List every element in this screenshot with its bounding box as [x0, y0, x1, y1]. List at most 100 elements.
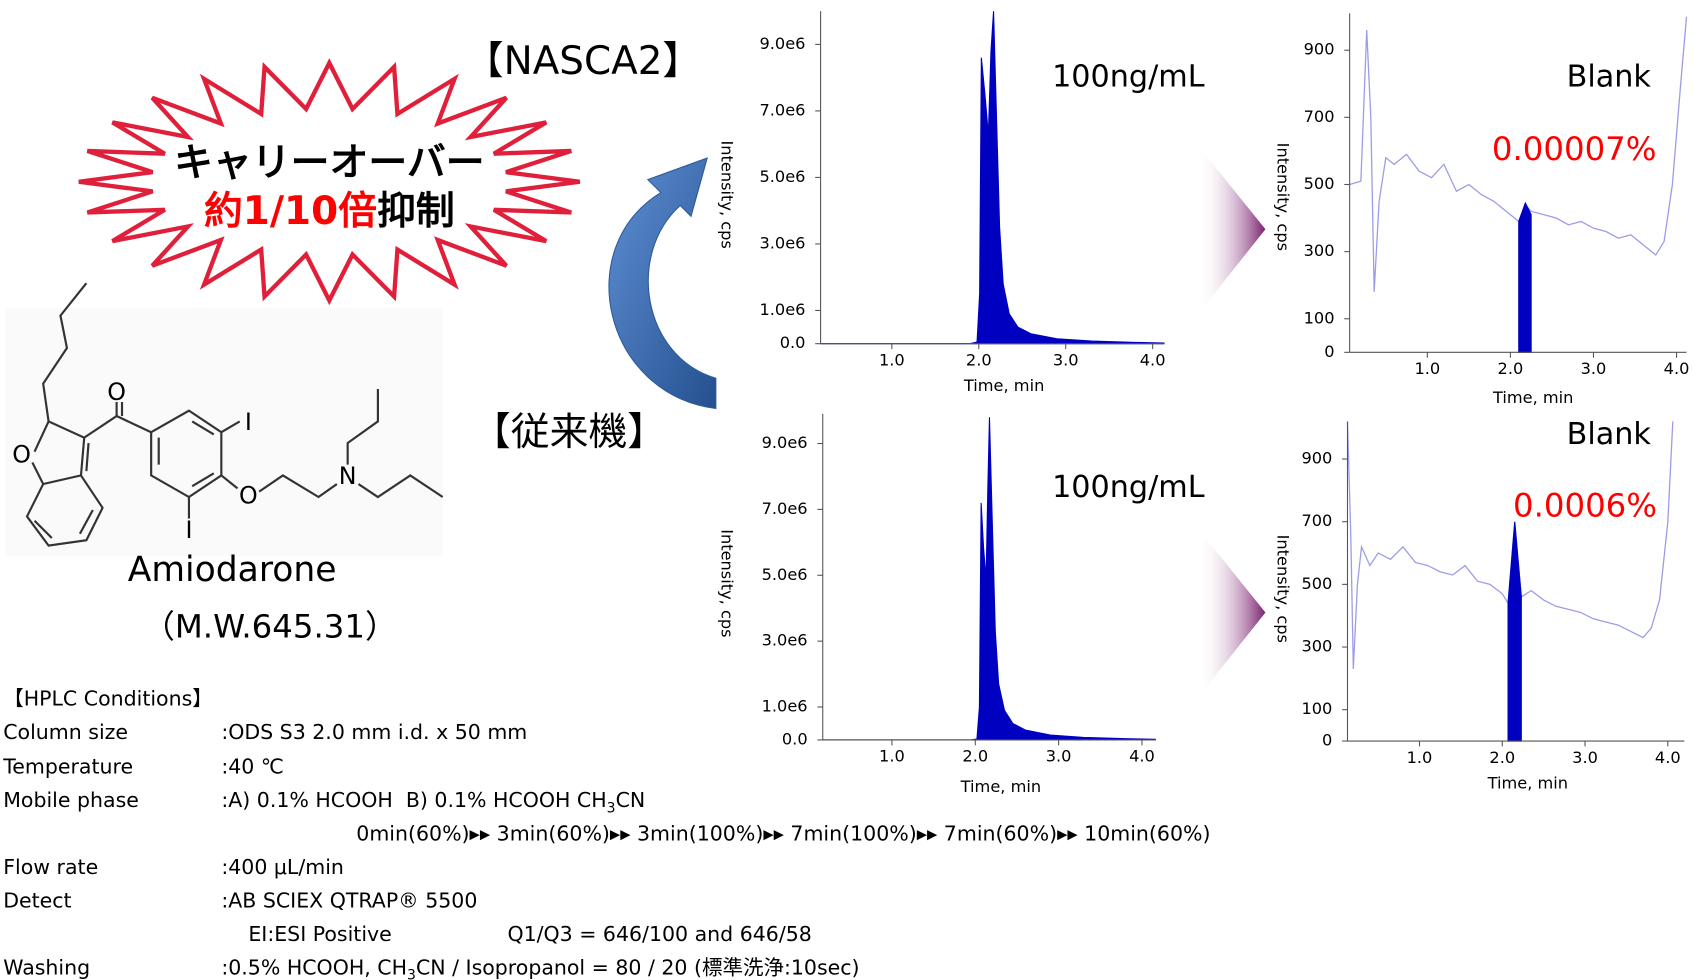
- condition-label: Flow rate: [3, 855, 98, 879]
- subscript: 3: [407, 968, 416, 980]
- compound-mw: （M.W.645.31）: [143, 607, 398, 645]
- y-tick-label: 3.0e6: [762, 631, 808, 650]
- x-axis-label: Time, min: [960, 777, 1041, 796]
- atom-label: N: [339, 462, 357, 490]
- x-tick-label: 3.0: [1581, 359, 1607, 378]
- atom-label: O: [12, 440, 31, 468]
- y-tick-label: 900: [1304, 40, 1335, 59]
- peak-area: [823, 417, 1156, 740]
- x-tick-label: 2.0: [966, 350, 992, 369]
- condition-value: :400 μL/min: [221, 855, 344, 879]
- conditions-title: 【HPLC Conditions】: [3, 686, 213, 710]
- y-tick-label: 700: [1301, 511, 1332, 530]
- curved-arrow: [609, 158, 716, 408]
- condition-text: :AB SCIEX QTRAP® 5500: [221, 888, 477, 912]
- page: {"labels": {"nasca": "【NASCA2】", "legacy…: [0, 0, 1693, 980]
- y-tick-label: 7.0e6: [759, 100, 805, 119]
- x-axis-label: Time, min: [1487, 774, 1568, 793]
- x-tick-label: 1.0: [879, 350, 905, 369]
- y-tick-label: 500: [1301, 574, 1332, 593]
- x-tick-label: 4.0: [1129, 747, 1155, 766]
- arrow-triangle: [1198, 529, 1265, 696]
- x-axis-label: Time, min: [1492, 388, 1573, 407]
- y-tick-label: 0: [1324, 342, 1334, 361]
- x-tick-label: 3.0: [1053, 350, 1079, 369]
- slide: キャリーオーバー 約1/10倍抑制 【NASCA2】 【従来機】 O O I I…: [0, 0, 1693, 980]
- y-tick-label: 300: [1301, 637, 1332, 656]
- condition-label: Column size: [3, 720, 128, 744]
- condition-text: 0min(60%)▸▸ 3min(60%)▸▸ 3min(100%)▸▸ 7mi…: [356, 821, 1210, 845]
- condition-text: :40 ℃: [221, 754, 284, 778]
- x-tick-label: 1.0: [879, 747, 905, 766]
- annotation: 0.00007%: [1492, 130, 1657, 168]
- condition-value: 0min(60%)▸▸ 3min(60%)▸▸ 3min(100%)▸▸ 7mi…: [356, 821, 1210, 845]
- y-axis-label: Intensity, cps: [717, 141, 736, 249]
- condition-label: Mobile phase: [3, 788, 139, 812]
- burst-highlight: 約1/10倍: [204, 189, 377, 234]
- y-tick-label: 9.0e6: [762, 433, 808, 452]
- chart-title: Blank: [1567, 417, 1652, 452]
- condition-text: CN / Isopropanol = 80 / 20 (標準洗浄:10sec): [416, 955, 860, 979]
- y-tick-label: 7.0e6: [762, 499, 808, 518]
- x-tick-label: 3.0: [1046, 747, 1072, 766]
- condition-label: Temperature: [2, 754, 133, 778]
- x-axis-label: Time, min: [963, 376, 1044, 395]
- y-tick-label: 5.0e6: [759, 167, 805, 186]
- y-tick-label: 0.0: [782, 729, 808, 748]
- y-tick-label: 100: [1301, 699, 1332, 718]
- compound-name: Amiodarone: [128, 550, 337, 590]
- condition-value: :0.5% HCOOH, CH3CN / Isopropanol = 80 / …: [221, 955, 859, 980]
- condition-text: :A) 0.1% HCOOH B) 0.1% HCOOH CH: [221, 788, 606, 812]
- x-tick-label: 4.0: [1140, 350, 1166, 369]
- y-tick-label: 1.0e6: [759, 300, 805, 319]
- y-tick-label: 0.0: [780, 333, 806, 352]
- burst-text: キャリーオーバー: [174, 140, 484, 185]
- y-tick-label: 0: [1322, 731, 1332, 750]
- y-axis-label: Intensity, cps: [1273, 143, 1292, 251]
- condition-text: Q1/Q3 = 646/100 and 646/58: [507, 922, 811, 946]
- y-axis-label: Intensity, cps: [1273, 535, 1292, 643]
- y-tick-label: 9.0e6: [759, 34, 805, 53]
- x-tick-label: 4.0: [1664, 359, 1690, 378]
- x-tick-label: 2.0: [962, 747, 988, 766]
- y-tick-label: 3.0e6: [759, 233, 805, 252]
- x-tick-label: 1.0: [1407, 748, 1433, 767]
- condition-value: :ODS S3 2.0 mm i.d. x 50 mm: [221, 720, 527, 744]
- y-tick-label: 300: [1304, 241, 1335, 260]
- burst-text: 約1/10倍抑制: [204, 189, 455, 234]
- x-tick-label: 2.0: [1489, 748, 1515, 767]
- chart-title: Blank: [1567, 60, 1652, 95]
- condition-value: :AB SCIEX QTRAP® 5500: [221, 888, 477, 912]
- y-tick-label: 500: [1304, 174, 1335, 193]
- instrument-label: 【従来機】: [472, 410, 666, 455]
- burst-text-part: 抑制: [377, 189, 455, 234]
- y-tick-label: 5.0e6: [762, 565, 808, 584]
- condition-label: Detect: [3, 888, 71, 912]
- x-tick-label: 4.0: [1655, 748, 1681, 767]
- x-tick-label: 2.0: [1498, 359, 1524, 378]
- x-tick-label: 3.0: [1572, 748, 1598, 767]
- x-tick-label: 1.0: [1414, 359, 1440, 378]
- chart-title: 100ng/mL: [1052, 60, 1205, 95]
- condition-label: Washing: [3, 955, 90, 979]
- atom-label: I: [185, 516, 192, 544]
- condition-text: :400 μL/min: [221, 855, 344, 879]
- y-tick-label: 100: [1304, 308, 1335, 327]
- atom-label: O: [239, 481, 258, 509]
- condition-value: :A) 0.1% HCOOH B) 0.1% HCOOH CH3CN: [221, 788, 645, 816]
- condition-value: :40 ℃: [221, 754, 284, 778]
- y-tick-label: 700: [1304, 107, 1335, 126]
- peak-area: [1508, 522, 1521, 741]
- condition-text: :ODS S3 2.0 mm i.d. x 50 mm: [221, 720, 527, 744]
- instrument-label: 【NASCA2】: [465, 39, 701, 84]
- arrow-triangle: [1198, 146, 1265, 313]
- condition-text: :0.5% HCOOH, CH: [221, 955, 407, 979]
- atom-label: O: [107, 378, 126, 406]
- subscript: 3: [607, 800, 616, 816]
- chart-title: 100ng/mL: [1052, 470, 1205, 505]
- peak-area: [1519, 203, 1531, 352]
- y-tick-label: 1.0e6: [762, 697, 808, 716]
- annotation: 0.0006%: [1513, 486, 1657, 524]
- condition-text: CN: [616, 788, 646, 812]
